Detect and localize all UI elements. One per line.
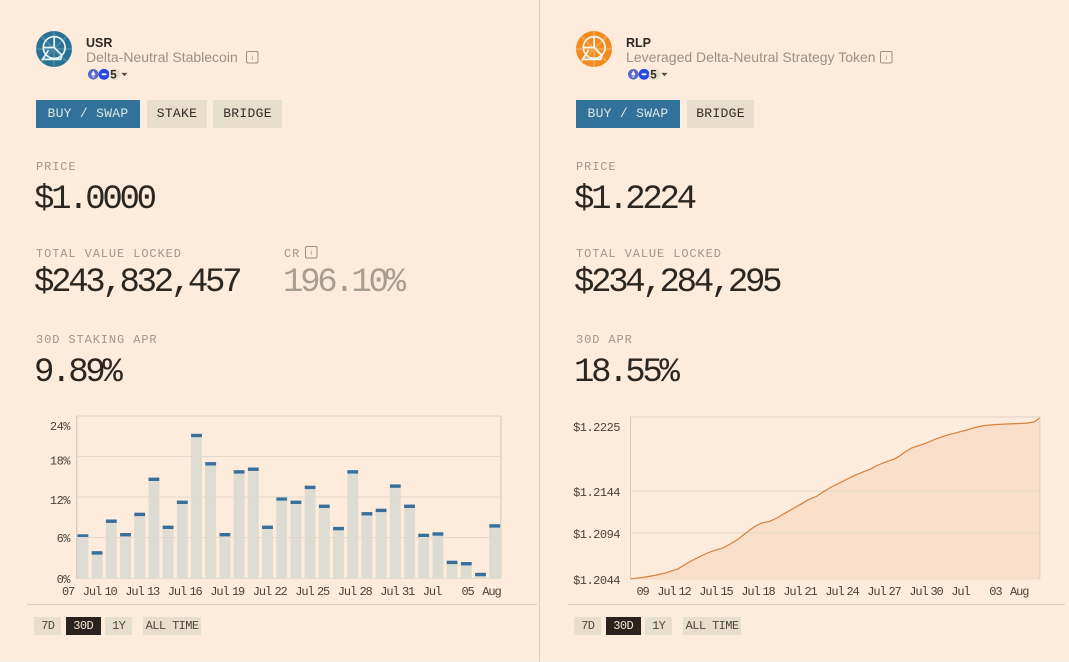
- svg-text:15 Jul: 15 Jul: [720, 585, 760, 599]
- svg-text:12%: 12%: [50, 494, 71, 508]
- svg-text:12 Jul: 12 Jul: [678, 585, 718, 599]
- svg-text:31 Jul: 31 Jul: [402, 585, 442, 599]
- svg-text:$1.2094: $1.2094: [573, 528, 620, 542]
- svg-text:i: i: [251, 53, 253, 62]
- svg-text:$1.2044: $1.2044: [573, 574, 620, 588]
- svg-text:24 Jul: 24 Jul: [846, 585, 886, 599]
- svg-text:24%: 24%: [50, 420, 71, 434]
- svg-text:13 Jul: 13 Jul: [147, 585, 187, 599]
- svg-text:25 Jul: 25 Jul: [317, 585, 357, 599]
- svg-text:i: i: [885, 53, 887, 62]
- svg-text:19 Jul: 19 Jul: [232, 585, 272, 599]
- svg-text:28 Jul: 28 Jul: [359, 585, 399, 599]
- svg-text:22 Jul: 22 Jul: [274, 585, 314, 599]
- svg-text:03 Aug: 03 Aug: [989, 585, 1029, 599]
- svg-text:5: 5: [650, 69, 657, 81]
- svg-text:30 Jul: 30 Jul: [930, 585, 970, 599]
- svg-text:5: 5: [110, 69, 117, 81]
- svg-text:6%: 6%: [57, 532, 72, 546]
- svg-text:18%: 18%: [50, 455, 71, 469]
- svg-text:$1.2144: $1.2144: [573, 486, 620, 500]
- svg-text:$1.2225: $1.2225: [573, 421, 620, 435]
- svg-text:07 Jul: 07 Jul: [62, 585, 102, 599]
- svg-text:0%: 0%: [57, 573, 72, 587]
- svg-text:21 Jul: 21 Jul: [804, 585, 844, 599]
- svg-text:05 Aug: 05 Aug: [461, 585, 501, 599]
- svg-text:i: i: [310, 248, 312, 257]
- svg-text:10 Jul: 10 Jul: [104, 585, 144, 599]
- svg-text:18 Jul: 18 Jul: [762, 585, 802, 599]
- svg-text:27 Jul: 27 Jul: [888, 585, 928, 599]
- svg-text:16 Jul: 16 Jul: [189, 585, 229, 599]
- svg-text:09 Jul: 09 Jul: [636, 585, 676, 599]
